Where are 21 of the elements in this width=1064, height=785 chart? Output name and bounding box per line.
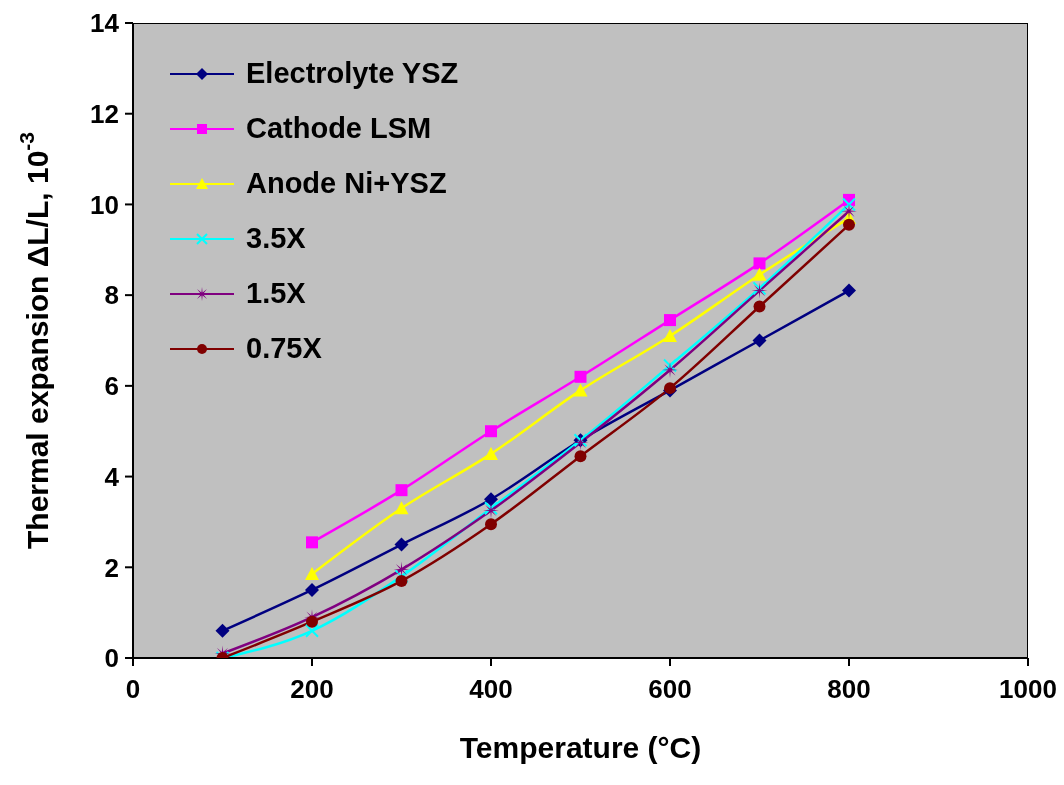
legend-label: Anode Ni+YSZ xyxy=(246,167,447,200)
y-tick-label: 0 xyxy=(104,643,119,674)
x-tick-label: 200 xyxy=(290,674,334,705)
y-tick-label: 12 xyxy=(90,98,119,129)
x-tick-label: 600 xyxy=(648,674,692,705)
y-tick-label: 10 xyxy=(90,189,119,220)
y-tick-label: 14 xyxy=(90,8,120,39)
y-tick-label: 8 xyxy=(104,280,119,311)
legend-label: 1.5X xyxy=(246,277,306,310)
x-tick-label: 1000 xyxy=(999,674,1057,705)
x-tick-label: 0 xyxy=(125,674,141,705)
legend-label: Electrolyte YSZ xyxy=(246,57,459,90)
legend-label: 0.75X xyxy=(246,332,322,365)
x-tick-label: 800 xyxy=(827,674,871,705)
x-tick-label: 400 xyxy=(469,674,513,705)
x-axis-title: Temperature (°C) xyxy=(459,731,702,764)
legend-label: 3.5X xyxy=(246,222,306,255)
y-tick-label: 2 xyxy=(104,552,119,583)
legend-label: Cathode LSM xyxy=(246,112,432,145)
y-tick-label: 4 xyxy=(104,461,120,492)
y-tick-label: 6 xyxy=(104,371,119,402)
